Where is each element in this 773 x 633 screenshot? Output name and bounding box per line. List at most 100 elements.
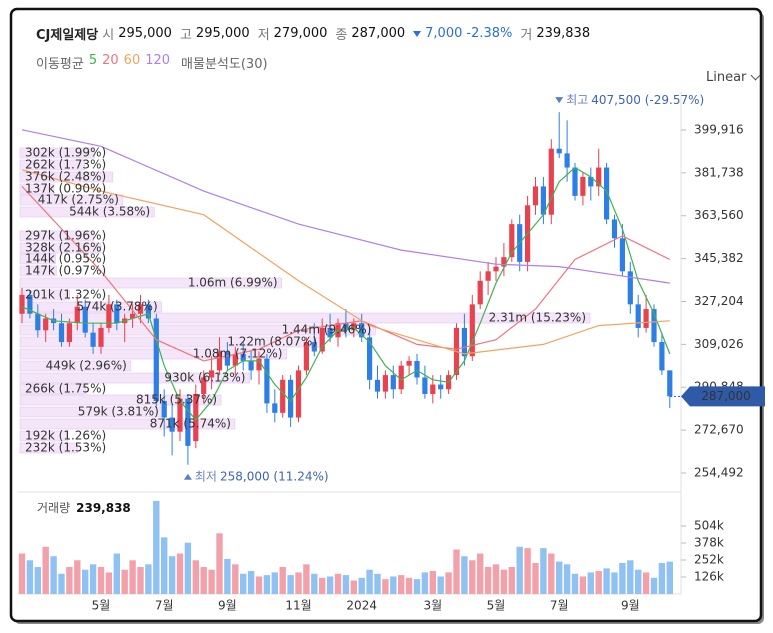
volume-bar	[176, 553, 184, 594]
volume-bar	[595, 571, 602, 594]
candle-body	[651, 309, 657, 343]
volume-bar	[382, 579, 389, 594]
volume-profile-label: 574k (3.78%)	[76, 300, 157, 314]
candle-body	[106, 304, 112, 328]
candle-body	[422, 377, 428, 394]
volume-profile-bar	[19, 430, 68, 442]
y-tick-label: 254,492	[694, 465, 744, 479]
volume-bar	[642, 572, 650, 594]
candle-body	[288, 379, 294, 418]
volume-bar	[224, 558, 231, 594]
candle-body	[114, 304, 120, 324]
volume-bar	[469, 560, 476, 594]
volume-profile-label: 871k (5.74%)	[150, 417, 231, 431]
chevron[interactable]	[750, 70, 761, 81]
candle-body	[564, 153, 570, 168]
volume-bar	[548, 553, 555, 594]
volume-bar	[421, 572, 429, 594]
field-label: 저	[257, 28, 270, 43]
y-tick-label: 399,916	[694, 122, 744, 136]
x-tick-label: 2024	[346, 599, 377, 613]
candle-body	[295, 370, 302, 418]
field-value: 295,000	[118, 26, 172, 41]
candle-body	[667, 370, 673, 397]
x-tick-label: 9월	[218, 599, 237, 613]
volume-bar	[398, 575, 405, 594]
volume-profile-bar	[19, 183, 55, 195]
volume-value: 239,838	[536, 26, 591, 41]
volume-tick-label: 252k	[694, 552, 724, 566]
volume-bar	[26, 560, 34, 594]
candle-body	[461, 327, 467, 357]
candle-body	[58, 323, 65, 343]
volume-tick-label: 126k	[694, 570, 724, 584]
volume-bar	[113, 553, 120, 594]
candle-body	[201, 377, 207, 394]
volume-bar	[216, 533, 223, 594]
volume-bar	[287, 575, 294, 594]
x-tick-label: 11월	[285, 599, 311, 613]
volume-profile-label: 376k (2.48%)	[25, 170, 106, 184]
volume-bar	[611, 572, 618, 594]
volume-profile-label: 1.44m (9.46%)	[282, 323, 372, 337]
candle-body	[27, 294, 33, 314]
candle-body	[343, 323, 349, 331]
annotation-value: 407,500 (-29.57%)	[591, 93, 704, 107]
candle-body	[556, 148, 562, 154]
field-label: 종	[335, 28, 348, 43]
candle-body	[390, 375, 396, 390]
annotation-value: 258,000 (11.24%)	[220, 469, 329, 483]
annotation-label: 최저	[195, 469, 217, 483]
volume-profile-label: 417k (2.75%)	[38, 193, 119, 207]
volume-bar	[461, 556, 468, 594]
field-label: 고	[179, 28, 192, 43]
volume-profile-bar	[19, 242, 102, 254]
scale-label[interactable]: Linear	[706, 70, 747, 85]
volume-profile-bar	[19, 253, 56, 265]
candle-body	[659, 342, 665, 371]
volume-bar	[445, 572, 452, 594]
scale-selector[interactable]: Linear	[706, 70, 761, 85]
candle-body	[303, 342, 309, 371]
candle-body	[161, 401, 167, 418]
volume-bar	[105, 572, 113, 594]
volume-profile-label: 579k (3.81%)	[78, 405, 159, 419]
candle-body	[382, 375, 388, 392]
candle-body	[501, 257, 507, 267]
volume-bar	[437, 576, 444, 594]
candle-body	[256, 358, 262, 371]
volume-bar	[326, 576, 334, 594]
volume-bar	[50, 556, 57, 594]
candle-body	[145, 304, 151, 319]
candle-body	[224, 351, 230, 366]
candle-body	[248, 360, 254, 371]
candle-body	[35, 313, 41, 331]
candle-body	[540, 186, 546, 215]
volume-bar	[650, 577, 658, 594]
candle-body	[280, 379, 286, 413]
volume-bar	[200, 567, 207, 594]
current-price-label: 287,000	[701, 389, 751, 403]
volume-bar	[129, 560, 136, 594]
volume-profile-label: 266k (1.75%)	[25, 382, 106, 396]
header: CJ제일제당 시 295,000 고 295,000 저 279,000 종 287,000 7…	[36, 24, 594, 43]
volume-profile-bar	[19, 348, 287, 360]
candle-body	[532, 186, 539, 206]
volume-bar	[500, 569, 508, 594]
ma-legend: 이동평균 5 20 60 120 매물분석도(30)	[36, 53, 268, 72]
volume-bar	[247, 571, 255, 594]
y-tick-label: 363,560	[694, 208, 744, 222]
volume-profile-label: 137k (0.90%)	[25, 182, 106, 196]
candle-body	[82, 306, 88, 333]
candle-body	[272, 403, 278, 413]
volume-bar	[42, 546, 49, 594]
candle-body	[311, 342, 317, 352]
volume-bar	[18, 553, 26, 594]
volume-title-label: 거래량	[37, 501, 70, 515]
candle-body	[493, 266, 499, 272]
candle-body	[438, 384, 444, 390]
change-pct: -2.38%	[466, 26, 513, 41]
volume-bar	[413, 579, 421, 594]
candle-body	[264, 358, 270, 404]
